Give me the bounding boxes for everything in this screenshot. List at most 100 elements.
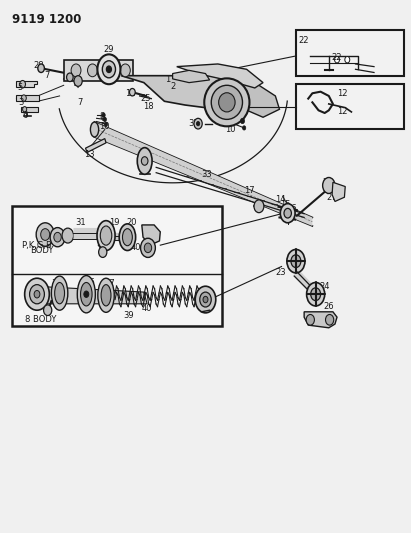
- Circle shape: [102, 113, 105, 117]
- Text: 37: 37: [105, 279, 115, 288]
- Ellipse shape: [101, 285, 111, 306]
- Polygon shape: [121, 76, 247, 108]
- Polygon shape: [222, 76, 279, 117]
- Polygon shape: [16, 81, 37, 87]
- Circle shape: [240, 118, 245, 124]
- Text: 36: 36: [84, 278, 95, 287]
- Circle shape: [144, 243, 152, 253]
- Circle shape: [311, 288, 321, 301]
- Circle shape: [99, 247, 107, 257]
- Circle shape: [44, 305, 52, 316]
- Ellipse shape: [100, 226, 112, 245]
- Circle shape: [326, 314, 334, 325]
- Text: 25: 25: [141, 94, 151, 103]
- Circle shape: [34, 290, 40, 298]
- Circle shape: [20, 80, 25, 88]
- Ellipse shape: [204, 78, 249, 126]
- Circle shape: [284, 208, 291, 218]
- Polygon shape: [173, 70, 210, 83]
- Text: 9119 1200: 9119 1200: [12, 13, 82, 26]
- Polygon shape: [142, 225, 160, 245]
- Circle shape: [36, 223, 54, 246]
- Text: 33: 33: [201, 171, 212, 179]
- Circle shape: [306, 314, 314, 325]
- Circle shape: [21, 95, 26, 101]
- Circle shape: [74, 76, 82, 86]
- Circle shape: [41, 229, 50, 240]
- Circle shape: [38, 64, 44, 72]
- Circle shape: [203, 296, 208, 303]
- Circle shape: [242, 126, 246, 130]
- Circle shape: [141, 157, 148, 165]
- Circle shape: [25, 278, 49, 310]
- Ellipse shape: [51, 276, 68, 310]
- Text: 30: 30: [136, 158, 147, 167]
- Circle shape: [120, 64, 130, 77]
- Text: 12: 12: [337, 108, 347, 116]
- Text: 20: 20: [126, 219, 137, 227]
- Ellipse shape: [81, 282, 92, 306]
- Text: 4: 4: [74, 80, 79, 88]
- Circle shape: [30, 285, 44, 304]
- Text: 40: 40: [142, 304, 152, 312]
- Circle shape: [291, 255, 301, 268]
- Bar: [12, 206, 222, 326]
- Polygon shape: [95, 122, 312, 226]
- Ellipse shape: [219, 93, 235, 112]
- Text: 34: 34: [25, 290, 36, 298]
- Ellipse shape: [119, 224, 136, 251]
- Circle shape: [194, 118, 202, 129]
- Circle shape: [200, 292, 211, 307]
- Ellipse shape: [137, 148, 152, 174]
- Text: 38: 38: [55, 298, 66, 307]
- Bar: [64, 60, 133, 81]
- Circle shape: [280, 204, 295, 223]
- Circle shape: [88, 64, 97, 77]
- Ellipse shape: [211, 85, 242, 119]
- Text: 31: 31: [75, 219, 85, 227]
- Text: 1: 1: [165, 76, 170, 84]
- Text: 24: 24: [323, 179, 333, 187]
- Text: 22: 22: [332, 53, 342, 62]
- Text: 35: 35: [51, 279, 62, 288]
- Text: 2: 2: [171, 82, 176, 91]
- Text: BODY: BODY: [30, 246, 53, 255]
- Circle shape: [67, 73, 73, 82]
- Text: 39: 39: [123, 311, 134, 320]
- Text: 41: 41: [142, 226, 152, 235]
- Text: 8: 8: [226, 118, 232, 127]
- Text: 15: 15: [280, 200, 291, 208]
- Circle shape: [97, 54, 120, 84]
- Circle shape: [195, 286, 216, 313]
- Circle shape: [23, 107, 27, 112]
- Text: 29: 29: [104, 45, 114, 54]
- Circle shape: [106, 66, 111, 72]
- Bar: [296, 30, 404, 76]
- Bar: [296, 84, 404, 129]
- Circle shape: [62, 228, 74, 243]
- Text: 5: 5: [17, 84, 22, 92]
- Text: 12: 12: [337, 89, 348, 98]
- Text: 14: 14: [275, 195, 286, 204]
- Polygon shape: [21, 107, 38, 112]
- Circle shape: [104, 64, 114, 77]
- Text: 9: 9: [100, 117, 105, 125]
- Text: 22: 22: [299, 36, 309, 45]
- Text: 27: 27: [327, 193, 337, 201]
- Text: 19: 19: [109, 219, 120, 227]
- Circle shape: [54, 232, 61, 242]
- Circle shape: [84, 291, 89, 297]
- Polygon shape: [332, 182, 345, 201]
- Text: 24: 24: [319, 282, 330, 291]
- Polygon shape: [177, 64, 263, 88]
- Circle shape: [50, 228, 65, 247]
- Circle shape: [71, 64, 81, 77]
- Circle shape: [307, 282, 325, 306]
- Text: 40: 40: [130, 244, 141, 252]
- Circle shape: [254, 200, 264, 213]
- Text: 6: 6: [23, 111, 28, 119]
- Circle shape: [102, 61, 115, 78]
- Text: 10: 10: [99, 122, 109, 131]
- Circle shape: [335, 56, 339, 63]
- Text: 7: 7: [44, 71, 50, 80]
